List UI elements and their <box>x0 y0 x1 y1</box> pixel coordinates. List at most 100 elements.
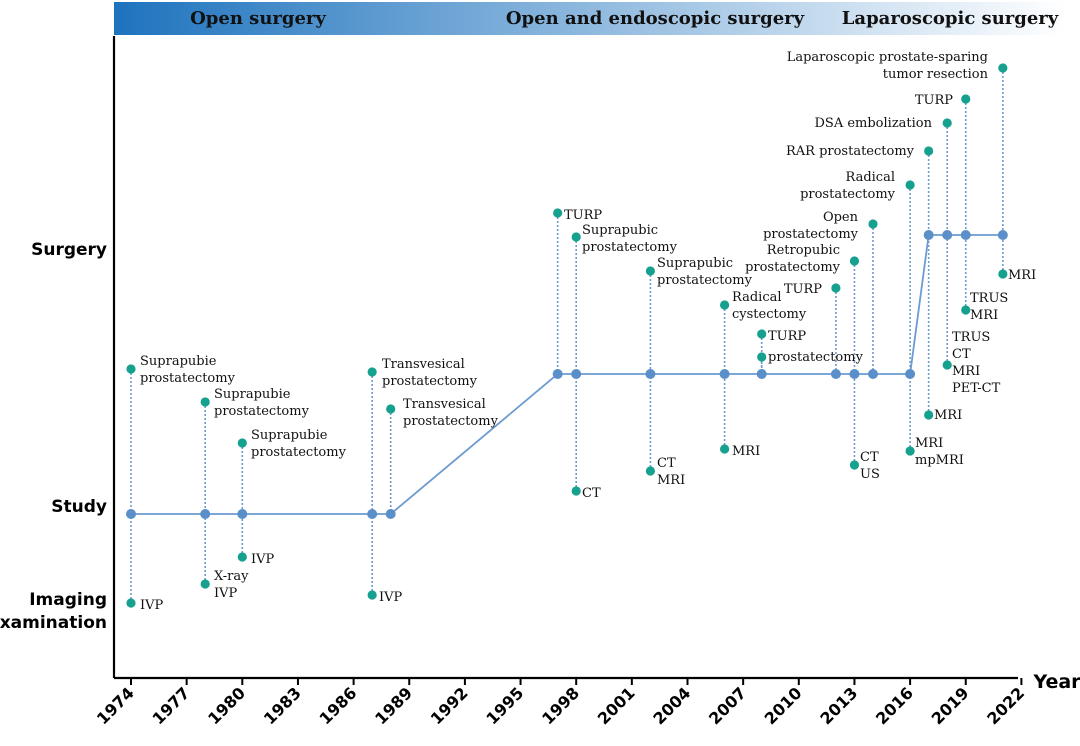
era-band <box>114 2 1065 35</box>
event-dot <box>645 266 656 276</box>
event-dot <box>849 256 860 266</box>
event-dot <box>849 460 860 470</box>
event-dot <box>367 367 377 377</box>
era-label: Laparoscopic surgery <box>842 8 1059 29</box>
event-label: TRUS <box>952 330 990 345</box>
event-label: Suprapubic <box>582 223 658 238</box>
event-label: IVP <box>251 552 275 567</box>
timeline-node <box>868 369 878 379</box>
event-label: MRI <box>952 364 980 379</box>
event-label: prostatectomy <box>745 260 841 275</box>
event-dot <box>237 438 247 448</box>
event-label: CT <box>952 347 971 362</box>
timeline-node <box>200 509 211 519</box>
event-dot <box>386 404 396 414</box>
timeline-node <box>756 369 767 379</box>
event-label: Radical <box>732 290 782 305</box>
event-label: TURP <box>768 329 806 344</box>
x-tick-label: 2022 <box>983 683 1028 728</box>
timeline-node <box>385 509 396 519</box>
event-dot <box>924 146 934 156</box>
x-tick-label: 1983 <box>260 683 305 728</box>
event-label: TURP <box>915 93 953 108</box>
event-label: TRUS <box>970 291 1008 306</box>
x-tick-label: 1998 <box>538 683 583 728</box>
event-label: Suprapubie <box>251 428 328 443</box>
event-dot <box>553 208 563 218</box>
event-label: Suprapubic <box>657 256 733 271</box>
event-label: PET-CT <box>952 381 1001 396</box>
event-label: prostatectomy <box>800 187 896 202</box>
era-label: Open and endoscopic surgery <box>506 8 805 29</box>
event-label: CT <box>860 450 879 465</box>
event-label: mpMRI <box>915 453 964 468</box>
event-label: prostatectomy <box>140 371 236 386</box>
event-label: prostatectomy <box>403 414 499 429</box>
event-label: DSA embolization <box>814 116 932 131</box>
event-dot <box>126 598 136 608</box>
event-label: Suprapubie <box>214 387 291 402</box>
event-dot <box>961 305 971 315</box>
event-label: prostatectomy <box>582 240 678 255</box>
event-dot <box>924 410 934 420</box>
event-dot <box>905 180 915 190</box>
timeline-node <box>571 369 582 379</box>
x-tick-label: 1980 <box>204 683 249 728</box>
event-dot <box>200 397 210 407</box>
event-label: Retropubic <box>767 243 840 258</box>
event-dot <box>571 486 581 496</box>
event-dot <box>757 329 767 339</box>
x-tick-label: 2016 <box>872 683 917 728</box>
event-label: cystectomy <box>732 307 807 322</box>
event-label: MRI <box>657 473 685 488</box>
x-tick-label: 1995 <box>482 683 527 728</box>
y-level-label: Imaging <box>29 590 107 610</box>
timeline-node <box>997 230 1008 240</box>
timeline-node <box>923 230 934 240</box>
event-dot <box>998 63 1008 73</box>
event-label: CT <box>582 486 601 501</box>
x-tick-label: 2004 <box>649 683 694 728</box>
event-dot <box>831 283 841 293</box>
x-tick-label: 2013 <box>816 683 861 728</box>
x-tick-label: 2007 <box>705 683 750 728</box>
event-dot <box>905 446 915 456</box>
x-tick-label: 2001 <box>594 683 639 728</box>
event-label: prostatectomy <box>768 350 864 365</box>
timeline-node <box>367 509 378 519</box>
event-label: prostatectomy <box>251 445 347 460</box>
timeline-node <box>552 369 563 379</box>
timeline-node <box>960 230 971 240</box>
event-label: Laparoscopic prostate-sparing <box>787 50 988 65</box>
y-level-label: Study <box>51 497 107 517</box>
event-dot <box>571 232 581 242</box>
event-dot <box>367 590 377 600</box>
event-label: Suprapubie <box>140 354 217 369</box>
event-dot <box>868 219 878 229</box>
event-label: MRI <box>915 436 943 451</box>
timeline-node <box>942 230 953 240</box>
timeline-node <box>905 369 916 379</box>
x-tick-label: 2019 <box>928 683 973 728</box>
event-label: Transvesical <box>403 397 486 412</box>
event-dot <box>720 444 730 454</box>
event-label: prostatectomy <box>763 227 859 242</box>
timeline-node <box>719 369 730 379</box>
event-dot <box>998 269 1008 279</box>
event-label: TURP <box>564 208 602 223</box>
event-label: MRI <box>970 308 998 323</box>
event-dot <box>126 364 136 374</box>
event-label: IVP <box>214 586 238 601</box>
x-tick-label: 1974 <box>93 683 138 728</box>
event-label: Transvesical <box>382 357 465 372</box>
event-label: X-ray <box>214 569 249 584</box>
era-label: Open surgery <box>190 8 326 29</box>
event-label: prostatectomy <box>657 273 753 288</box>
event-label: US <box>860 467 880 482</box>
event-label: tumor resection <box>883 67 989 82</box>
timeline-node <box>645 369 656 379</box>
event-dot <box>942 360 952 370</box>
event-dot <box>942 118 952 128</box>
